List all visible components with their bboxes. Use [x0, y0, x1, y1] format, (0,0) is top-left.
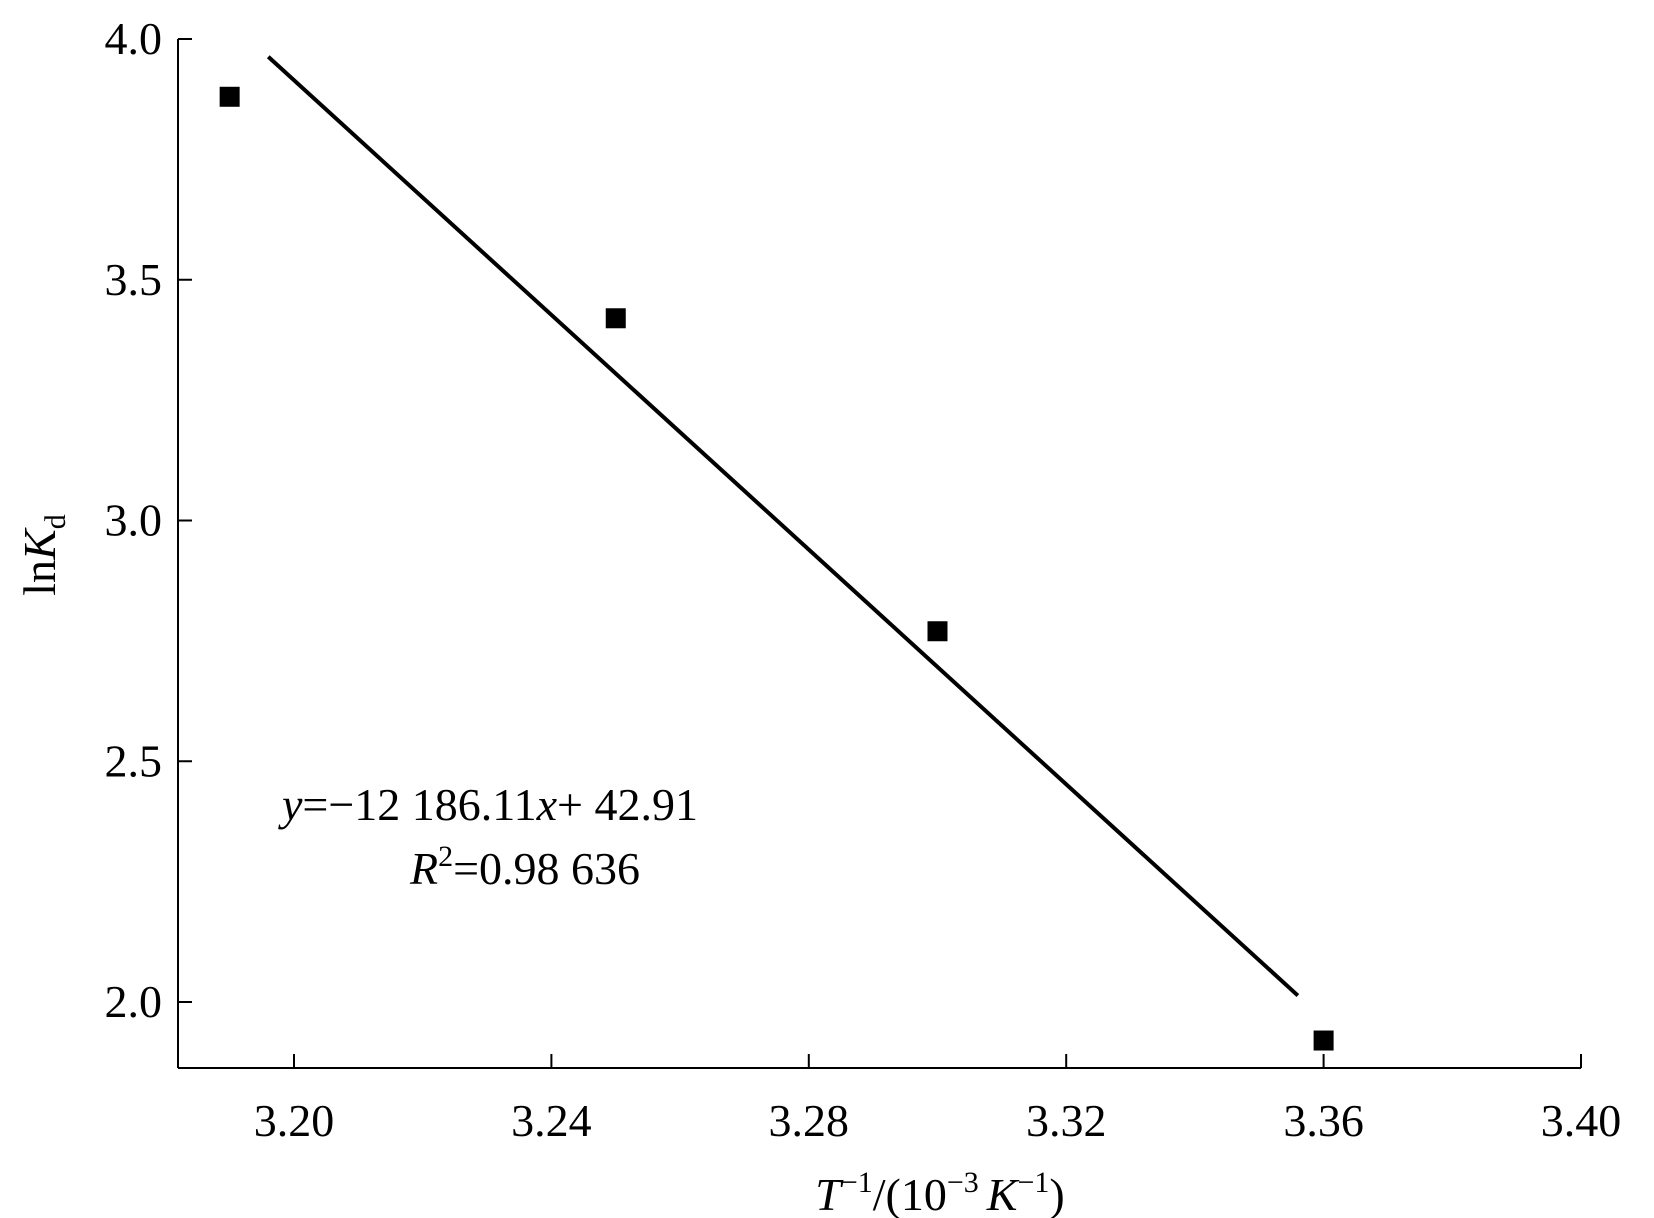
r-squared-sup: 2 [438, 840, 453, 873]
y-tick-label-0: 2.0 [105, 976, 163, 1027]
y-ticks: 2.0 2.5 3.0 3.5 4.0 [105, 13, 192, 1027]
r-squared-value: =0.98 636 [453, 843, 640, 894]
data-point-0 [219, 86, 240, 107]
fit-line-group [266, 55, 1300, 998]
y-axis-title: lnKd [14, 514, 72, 595]
x-tick-label-3: 3.32 [1026, 1095, 1107, 1146]
y-axis-title-var: K [14, 527, 65, 561]
data-points [219, 86, 1334, 1051]
data-point-1 [605, 308, 626, 329]
x-axis-title-unit-sup: −1 [1017, 1166, 1049, 1199]
fit-line [266, 55, 1300, 998]
x-ticks: 3.20 3.24 3.28 3.32 3.36 3.40 [254, 1054, 1622, 1146]
y-tick-label-3: 3.5 [105, 254, 163, 305]
y-axis-title-prefix: ln [14, 560, 65, 596]
x-tick-label-2: 3.28 [769, 1095, 850, 1146]
x-axis-title-var-sup: −1 [841, 1166, 873, 1199]
equation-intercept: + 42.91 [557, 779, 698, 830]
x-axis-title-unit: K [986, 1169, 1020, 1218]
y-tick-label-4: 4.0 [105, 13, 163, 64]
x-axis-title-var: T [815, 1169, 844, 1218]
x-axis-title-exp: −3 [947, 1166, 979, 1199]
x-tick-label-0: 3.20 [254, 1095, 335, 1146]
equation-x: x [536, 779, 558, 830]
r-squared-var: R [409, 843, 438, 894]
r-squared-label: R2=0.98 636 [409, 840, 640, 894]
y-tick-label-2: 3.0 [105, 495, 163, 546]
y-tick-label-1: 2.5 [105, 735, 163, 786]
regression-equation: y=−12 186.11x+ 42.91 [278, 779, 698, 830]
x-axis-title: T−1/(10−3 K−1) [815, 1166, 1064, 1218]
data-point-2 [927, 621, 948, 642]
data-point-3 [1313, 1030, 1334, 1051]
x-axis-title-tail: ) [1049, 1169, 1064, 1218]
x-axis-title-mid: /(10 [873, 1169, 947, 1218]
y-axis-title-sub: d [39, 514, 72, 529]
x-tick-label-1: 3.24 [511, 1095, 592, 1146]
equation-y: y [278, 779, 303, 830]
x-tick-label-4: 3.36 [1283, 1095, 1364, 1146]
x-tick-label-5: 3.40 [1541, 1095, 1622, 1146]
equation-slope: =−12 186.11 [302, 779, 536, 830]
